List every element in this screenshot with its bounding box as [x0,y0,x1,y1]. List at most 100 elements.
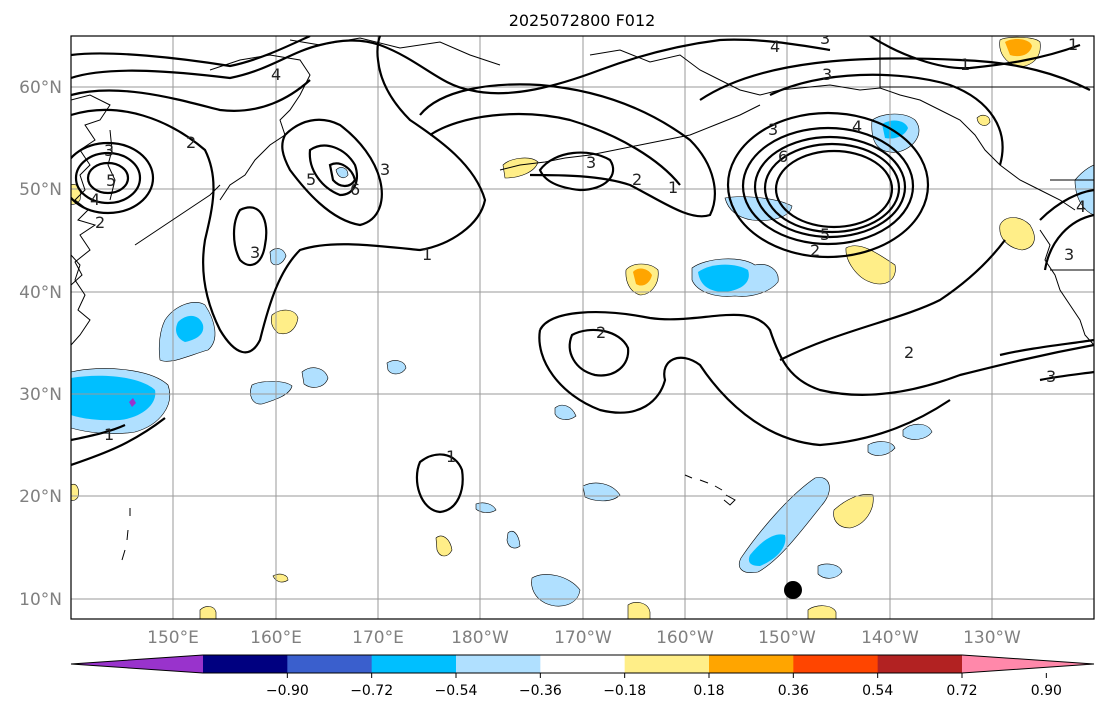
shade-light-blue [817,563,843,579]
contour-label: 3 [586,153,596,172]
contour-label: 1 [446,447,456,466]
contour-line [71,36,311,68]
contour-label: 5 [106,171,116,190]
contour-line [308,144,358,197]
contour-line [699,57,1091,101]
shade-yellow [833,494,874,529]
contour-label: 1 [668,178,678,197]
colorbar-segment [624,655,710,673]
contour-line [419,83,716,218]
latitude-labels: 10°N 20°N 30°N 40°N 50°N 60°N [19,78,62,610]
lat-label: 50°N [19,180,62,200]
contour-line [71,424,126,442]
lon-label: 130°W [963,628,1021,648]
shade-orange [1005,38,1032,57]
colorbar-segment [287,655,373,673]
contour-line [71,417,166,467]
contour-label: 3 [822,65,832,84]
contour-line [763,142,901,234]
lon-label: 150°E [147,628,199,648]
shade-light-blue [1074,164,1094,216]
colorbar-tick-label: 0.36 [778,683,809,699]
lon-label: 160°E [250,628,302,648]
contour-label: 2 [810,241,820,260]
shade-light-blue [506,530,521,549]
contour-line [1043,213,1094,271]
colorbar-segment [371,655,457,673]
shade-yellow [270,309,299,335]
contour-label: 6 [778,147,788,166]
lat-label: 60°N [19,78,62,98]
contour-line [779,239,1006,361]
contour-line [1039,188,1094,221]
contour-label: 3 [768,120,778,139]
coastline-alaska [589,49,1076,211]
boundary-box [879,36,1094,88]
shade-yellow [435,535,453,557]
contour-label: 3 [820,29,830,48]
shade-yellow [627,602,651,619]
contour-line [774,149,894,229]
colorbar-outline [70,654,1095,674]
colorbar-tick-label: −0.72 [350,683,393,699]
shade-yellow [976,114,991,126]
contour-label: 3 [104,141,114,160]
contour-lines [71,36,1094,514]
contour-label: 1 [422,245,432,264]
contour-line [726,111,930,259]
colorbar-tick-label: −0.54 [435,683,478,699]
location-marker [784,581,802,599]
figure-title: 2025072800 F012 [509,11,656,30]
contour-line [741,126,915,246]
contour-line [538,329,951,447]
coastline-kurils [134,184,221,246]
colorbar-tick-label: −0.90 [266,683,309,699]
colorbar-segment [203,655,288,673]
colorbar-extend-low [71,655,203,673]
contour-line [429,113,681,186]
colorbar-tick-label: 0.18 [693,683,724,699]
contour-label: 4 [1076,197,1086,216]
shade-light-blue [386,360,407,375]
shade-light-blue [250,381,293,405]
contour-line [232,206,268,267]
contour-label: 3 [1046,367,1056,386]
shade-light-blue [554,404,577,420]
shade-light-blue [301,367,329,388]
map-frame [70,35,1095,620]
colorbar-segment [793,655,879,673]
colorbar-tick-label: 0.54 [862,683,893,699]
contour-label: 2 [632,170,642,189]
shade-blue [176,315,204,342]
colorbar-tick-label: 0.90 [1031,683,1062,699]
coastline-hawaii [684,474,736,506]
contour-label: 2 [596,323,606,342]
contour-labels: 3 5 4 2 2 3 4 5 6 3 1 3 2 1 2 1 1 3 6 4 … [90,29,1086,466]
colorbar-segment [456,655,541,673]
lon-label: 180°W [451,628,509,648]
contour-label: 2 [186,133,196,152]
colorbar-extend-high [962,655,1094,673]
lat-label: 10°N [19,590,62,610]
shade-light-blue [335,167,349,179]
lat-label: 20°N [19,487,62,507]
lat-label: 40°N [19,283,62,303]
contour-label: 1 [1068,35,1078,54]
shade-yellow [807,605,837,619]
contour-line [71,141,155,215]
lon-label: 150°W [758,628,816,648]
contour-line [769,73,1004,166]
contour-line [71,36,487,354]
contour-label: 1 [104,425,114,444]
shade-blue [882,120,908,139]
shade-yellow [199,606,217,619]
shade-blue [71,375,156,421]
coastline-japan [71,254,91,346]
colorbar-segment [877,655,963,673]
shade-yellow [502,157,539,179]
contour-line [415,453,464,514]
contour-label: 3 [250,243,260,262]
contour-label: 3 [1064,245,1074,264]
contour-line [71,79,311,112]
